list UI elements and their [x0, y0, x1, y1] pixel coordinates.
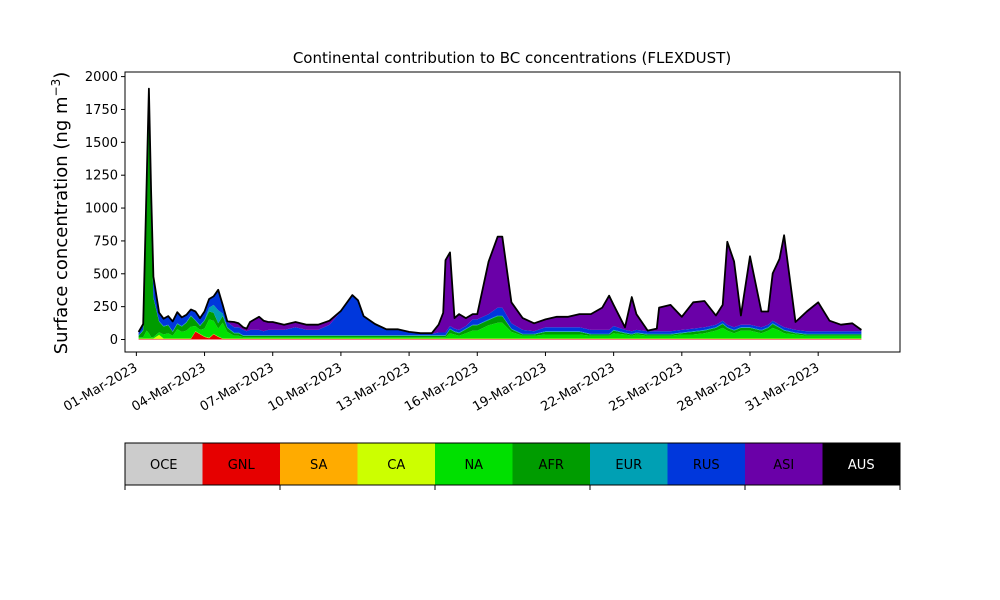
y-tick-label: 1000 — [85, 202, 118, 217]
colorbar-swatch-oce — [125, 443, 203, 485]
colorbar-frame — [124, 442, 901, 486]
x-tick-label: 22-Mar-2023 — [538, 360, 617, 414]
y-axis-label-text: Surface concentration (ng m — [51, 96, 72, 354]
area-gnl — [138, 331, 862, 340]
colorbar-label: AUS — [848, 458, 875, 473]
colorbar-swatch-ca — [357, 443, 436, 485]
colorbar-label: NA — [464, 458, 483, 473]
area-asi — [138, 88, 862, 334]
y-tick-label: 250 — [93, 300, 118, 315]
y-tick-label: 750 — [93, 234, 118, 249]
colorbar-swatch-aus — [822, 443, 901, 485]
area-na — [138, 319, 862, 339]
colorbar-swatch-eur — [590, 443, 668, 485]
colorbar-swatch-sa — [280, 443, 358, 485]
total-line — [137, 87, 862, 335]
y-axis-label: Surface concentration (ng m−3) — [49, 72, 72, 355]
colorbar-swatch-gnl — [202, 443, 281, 485]
x-tick-label: 25-Mar-2023 — [607, 360, 686, 414]
colorbar-label: CA — [387, 458, 405, 473]
colorbar-swatch-asi — [745, 443, 823, 485]
y-tick-label: 1500 — [85, 136, 118, 151]
colorbar-label: ASI — [773, 458, 794, 473]
stacked-areas — [138, 88, 862, 340]
y-tick-label: 0 — [110, 333, 118, 348]
total-outline — [137, 87, 862, 335]
x-tick-label: 10-Mar-2023 — [266, 360, 345, 414]
y-tick-label: 1250 — [85, 169, 118, 184]
x-tick-label: 19-Mar-2023 — [470, 360, 549, 414]
x-tick-label: 13-Mar-2023 — [334, 360, 413, 414]
colorbar-swatch-rus — [667, 443, 746, 485]
x-tick-label: 07-Mar-2023 — [198, 360, 277, 414]
y-tick-label: 2000 — [85, 70, 118, 85]
y-tick-label: 1750 — [85, 103, 118, 118]
colorbar-label: EUR — [615, 458, 642, 473]
colorbar-label: GNL — [228, 458, 256, 473]
colorbar-label: OCE — [150, 458, 178, 473]
x-axis: 01-Mar-202304-Mar-202307-Mar-202310-Mar-… — [61, 352, 822, 415]
y-axis: 0 250 500 750 1000 1250 1500 1750 2000 — [85, 70, 125, 348]
x-tick-label: 01-Mar-2023 — [61, 360, 140, 414]
colorbar-label: SA — [310, 458, 327, 473]
colorbar-swatch-afr — [512, 443, 591, 485]
plot-frame — [124, 71, 901, 353]
chart-title: Continental contribution to BC concentra… — [293, 49, 731, 67]
x-tick-label: 31-Mar-2023 — [743, 360, 822, 414]
colorbar-label: RUS — [693, 458, 720, 473]
y-axis-label-close: ) — [51, 72, 72, 79]
area-afr — [138, 116, 862, 338]
colorbar-swatch-na — [435, 443, 513, 485]
colorbar-legend: OCE GNL SA CA NA AFR EUR RUS ASI AUS — [124, 442, 901, 490]
x-tick-label: 16-Mar-2023 — [402, 360, 481, 414]
x-tick-label: 04-Mar-2023 — [129, 360, 208, 414]
y-tick-label: 500 — [93, 267, 118, 282]
y-axis-label-unit: −3 — [49, 79, 63, 97]
colorbar-label: AFR — [539, 458, 564, 473]
x-tick-label: 28-Mar-2023 — [675, 360, 754, 414]
